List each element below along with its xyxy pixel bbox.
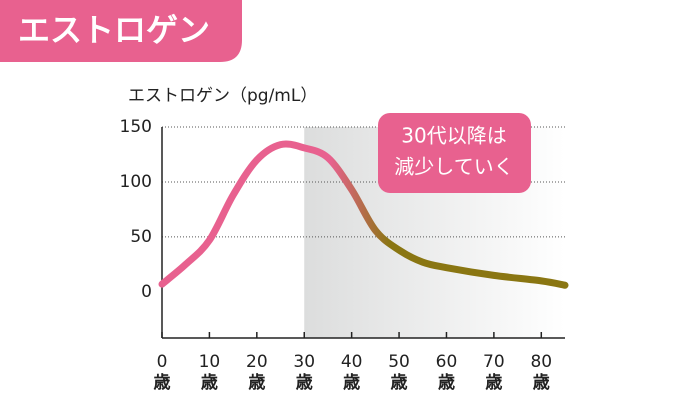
plot: 0501001500歳10歳20歳30歳40歳50歳60歳70歳80歳30代以降… <box>120 113 569 393</box>
data-line <box>158 140 569 289</box>
x-tick-label: 10 <box>199 352 221 372</box>
x-tick-label: 20 <box>246 352 268 372</box>
x-tick-label: 50 <box>388 352 410 372</box>
y-tick-label: 150 <box>120 117 152 137</box>
x-unit: 歳 <box>201 372 218 393</box>
x-unit: 歳 <box>485 372 502 393</box>
x-unit: 歳 <box>438 372 455 393</box>
y-tick-label: 100 <box>120 172 152 192</box>
x-tick-label: 60 <box>436 352 458 372</box>
x-unit: 歳 <box>533 372 550 393</box>
y-tick-label: 50 <box>130 227 152 247</box>
x-unit: 歳 <box>154 372 171 393</box>
x-unit: 歳 <box>296 372 313 393</box>
annotation-text: 減少していく <box>394 155 513 179</box>
title-badge <box>0 0 242 62</box>
x-unit: 歳 <box>248 372 265 393</box>
y-tick-label: 0 <box>141 282 152 302</box>
x-unit: 歳 <box>391 372 408 393</box>
chart-title: エストロゲン <box>18 11 210 49</box>
annotation-box <box>378 113 531 193</box>
x-unit: 歳 <box>343 372 360 393</box>
x-tick-label: 30 <box>293 352 315 372</box>
x-tick-label: 40 <box>341 352 363 372</box>
annotation-text: 30代以降は <box>401 124 506 148</box>
x-tick-label: 80 <box>530 352 552 372</box>
x-tick-label: 0 <box>157 352 168 372</box>
y-axis-label: エストロゲン（pg/mL） <box>128 86 317 106</box>
x-tick-label: 70 <box>483 352 505 372</box>
